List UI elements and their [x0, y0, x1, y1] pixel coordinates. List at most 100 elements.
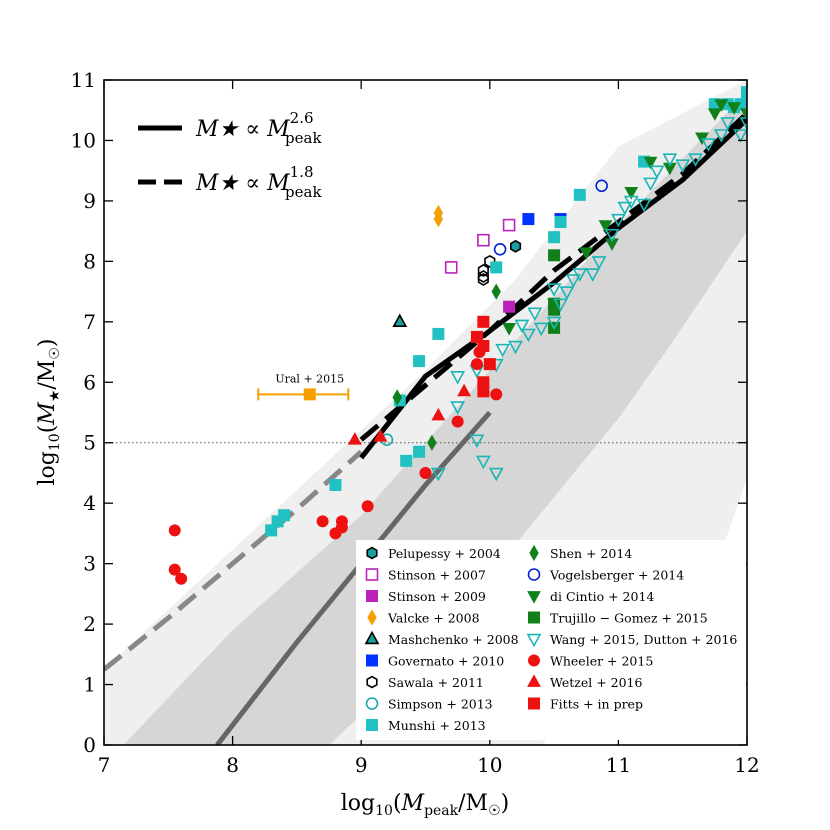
legend-label-simpson-2013: Simpson + 2013 [388, 697, 493, 712]
legend-label-shen-2014: Shen + 2014 [550, 546, 632, 561]
legend-marker-di-cintio-2014 [527, 591, 541, 604]
point-shen-2014-1 [392, 389, 402, 406]
point-wang-2015-dutton-2016-20 [604, 228, 620, 243]
extrapolated-line-2 [104, 449, 363, 672]
point-wang-2015-dutton-2016-33 [733, 129, 747, 143]
point-wang-2015-dutton-2016-3 [469, 434, 485, 448]
point-munshi-2013-10 [490, 261, 503, 274]
point-wetzel-2016-3 [431, 407, 446, 421]
series-shen-2014 [392, 283, 501, 451]
point-pelupessy-2004-1 [509, 239, 522, 253]
legend-marker-sawala-2011 [366, 675, 378, 689]
x-tick-label-10: 10 [477, 753, 502, 777]
point-wetzel-2016-4 [457, 383, 471, 397]
x-tick-label-9: 9 [355, 753, 368, 777]
point-di-cintio-2014-8 [662, 162, 677, 176]
point-wheeler-2015-7 [335, 521, 348, 534]
point-di-cintio-2014-10 [707, 108, 722, 121]
point-wheeler-2015-4 [316, 515, 329, 528]
legend-label-di-cintio-2014: di Cintio + 2014 [550, 589, 654, 604]
legend-label-sawala-2011: Sawala + 2011 [388, 675, 484, 690]
y-tick-label-10: 10 [71, 128, 96, 152]
point-wang-2015-dutton-2016-14 [553, 298, 568, 312]
ural-annotation: Ural + 2015 [257, 372, 350, 401]
series-valcke-2008 [433, 204, 444, 228]
y-tick-label-7: 7 [83, 310, 96, 334]
point-wang-2015-dutton-2016-19 [591, 256, 607, 270]
line-legend-label-solid: M★ ∝ M2.6 peak [195, 109, 322, 147]
legend-marker-mashchenko-2008 [364, 630, 380, 645]
line-legend-label-dashed: M★ ∝ M1.8 peak [195, 163, 322, 201]
ural-point [303, 388, 316, 401]
series-sawala-2011 [477, 254, 496, 286]
point-wang-2015-dutton-2016-30 [701, 138, 716, 152]
legend-label-mashchenko-2008: Mashchenko + 2008 [388, 632, 519, 647]
legend-label-vogelsberger-2014: Vogelsberger + 2014 [549, 568, 684, 583]
point-stinson-2007-3 [502, 218, 516, 232]
point-wang-2015-dutton-2016-37 [546, 283, 562, 297]
point-wheeler-2015-10 [451, 415, 464, 428]
legend-marker-pelupessy-2004 [366, 546, 378, 560]
point-governato-2010-1 [522, 213, 535, 226]
ural-label: Ural + 2015 [275, 372, 344, 385]
legend-label-pelupessy-2004: Pelupessy + 2004 [388, 546, 501, 561]
legend-marker-shen-2014 [529, 544, 539, 562]
point-wang-2015-dutton-2016-18 [585, 268, 601, 282]
point-munshi-2013-12 [554, 216, 567, 229]
point-wang-2015-dutton-2016-23 [623, 195, 639, 210]
point-munshi-2013-11 [548, 231, 561, 244]
point-wang-2015-dutton-2016-28 [675, 159, 691, 173]
point-stinson-2007-1 [444, 261, 458, 274]
point-munshi-2013-13 [573, 188, 586, 201]
legend-marker-wetzel-2016 [527, 674, 541, 687]
point-munshi-2013-5 [400, 454, 413, 467]
point-wetzel-2016-2 [373, 429, 388, 442]
y-tick-label-8: 8 [83, 249, 96, 273]
point-di-cintio-2014-6 [624, 186, 639, 200]
legend-label-wheeler-2015: Wheeler + 2015 [550, 654, 653, 669]
data-markers [168, 86, 747, 585]
legend-label-trujillo-gomez-2015: Trujillo − Gomez + 2015 [550, 611, 708, 626]
point-munshi-2013-1 [265, 524, 278, 537]
legend-label-wetzel-2016: Wetzel + 2016 [550, 675, 643, 690]
x-tick-label-8: 8 [226, 753, 239, 777]
point-wheeler-2015-3 [175, 572, 188, 585]
point-di-cintio-2014-12 [727, 102, 742, 115]
x-tick-label-12: 12 [734, 753, 759, 777]
point-fitts-in-prep-3 [477, 340, 490, 352]
point-wang-2015-dutton-2016-32 [720, 117, 736, 131]
legend-label-wang-2015-dutton-2016: Wang + 2015, Dutton + 2016 [550, 632, 737, 647]
point-shen-2014-3 [491, 283, 501, 300]
y-tick-label-11: 11 [71, 68, 96, 92]
point-wang-2015-dutton-2016-1 [430, 467, 446, 482]
series-legend: Pelupessy + 2004 Stinson + 2007 Stinson + … [356, 540, 746, 740]
point-stinson-2009-1 [503, 300, 516, 313]
point-munshi-2013-3 [278, 509, 291, 522]
legend-label-stinson-2009: Stinson + 2009 [388, 589, 486, 604]
y-tick-label-1: 1 [83, 673, 96, 697]
line-legend: M★ ∝ M2.6 peak M★ ∝ M1.8 peak [138, 109, 322, 201]
point-wheeler-2015-8 [361, 500, 374, 513]
point-wang-2015-dutton-2016-26 [649, 165, 665, 179]
point-di-cintio-2014-4 [598, 220, 613, 233]
legend-marker-simpson-2013 [365, 697, 379, 710]
point-sawala-2011-2 [477, 263, 489, 277]
point-di-cintio-2014-3 [579, 247, 594, 260]
point-wang-2015-dutton-2016-29 [688, 153, 703, 167]
relation-line-dashed [359, 111, 747, 442]
legend-marker-valcke-2008 [367, 609, 377, 626]
point-wang-2015-dutton-2016-12 [533, 322, 549, 337]
point-wang-2015-dutton-2016-2 [450, 401, 466, 415]
point-vogelsberger-2014-2 [595, 179, 608, 193]
point-valcke-2008-2 [433, 210, 444, 228]
point-munshi-2013-9 [432, 327, 445, 340]
legend-marker-trujillo-gomez-2015 [528, 611, 540, 624]
point-fitts-in-prep-1 [470, 330, 483, 343]
y-tick-label-3: 3 [83, 552, 96, 576]
legend-marker-stinson-2007 [365, 568, 379, 581]
point-wheeler-2015-11 [470, 358, 483, 371]
series-stinson-2007 [444, 218, 516, 274]
legend-label-governato-2010: Governato + 2010 [388, 654, 504, 669]
point-di-cintio-2014-7 [643, 156, 658, 170]
point-wheeler-2015-9 [419, 466, 432, 479]
